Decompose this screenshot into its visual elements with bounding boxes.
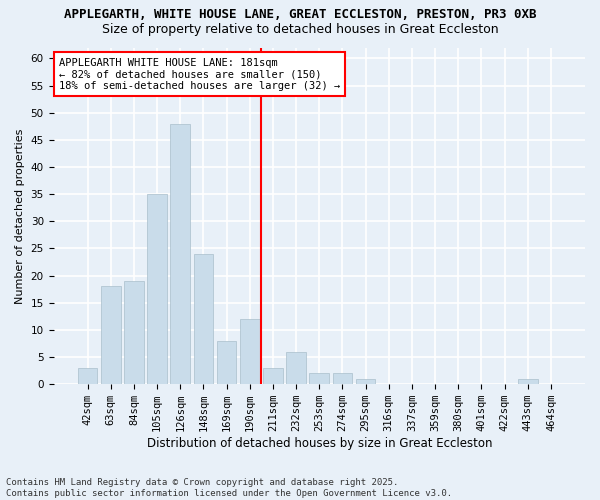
Text: APPLEGARTH WHITE HOUSE LANE: 181sqm
← 82% of detached houses are smaller (150)
1: APPLEGARTH WHITE HOUSE LANE: 181sqm ← 82…: [59, 58, 340, 91]
Bar: [147, 194, 167, 384]
Bar: [77, 368, 97, 384]
Bar: [310, 374, 329, 384]
Bar: [263, 368, 283, 384]
Y-axis label: Number of detached properties: Number of detached properties: [15, 128, 25, 304]
Bar: [240, 319, 260, 384]
Bar: [170, 124, 190, 384]
Text: APPLEGARTH, WHITE HOUSE LANE, GREAT ECCLESTON, PRESTON, PR3 0XB: APPLEGARTH, WHITE HOUSE LANE, GREAT ECCL…: [64, 8, 536, 20]
Bar: [217, 341, 236, 384]
Bar: [124, 281, 144, 384]
Text: Contains HM Land Registry data © Crown copyright and database right 2025.
Contai: Contains HM Land Registry data © Crown c…: [6, 478, 452, 498]
Bar: [194, 254, 213, 384]
Bar: [518, 379, 538, 384]
Bar: [356, 379, 376, 384]
Bar: [286, 352, 306, 384]
Bar: [101, 286, 121, 384]
Text: Size of property relative to detached houses in Great Eccleston: Size of property relative to detached ho…: [101, 22, 499, 36]
Bar: [332, 374, 352, 384]
X-axis label: Distribution of detached houses by size in Great Eccleston: Distribution of detached houses by size …: [146, 437, 492, 450]
